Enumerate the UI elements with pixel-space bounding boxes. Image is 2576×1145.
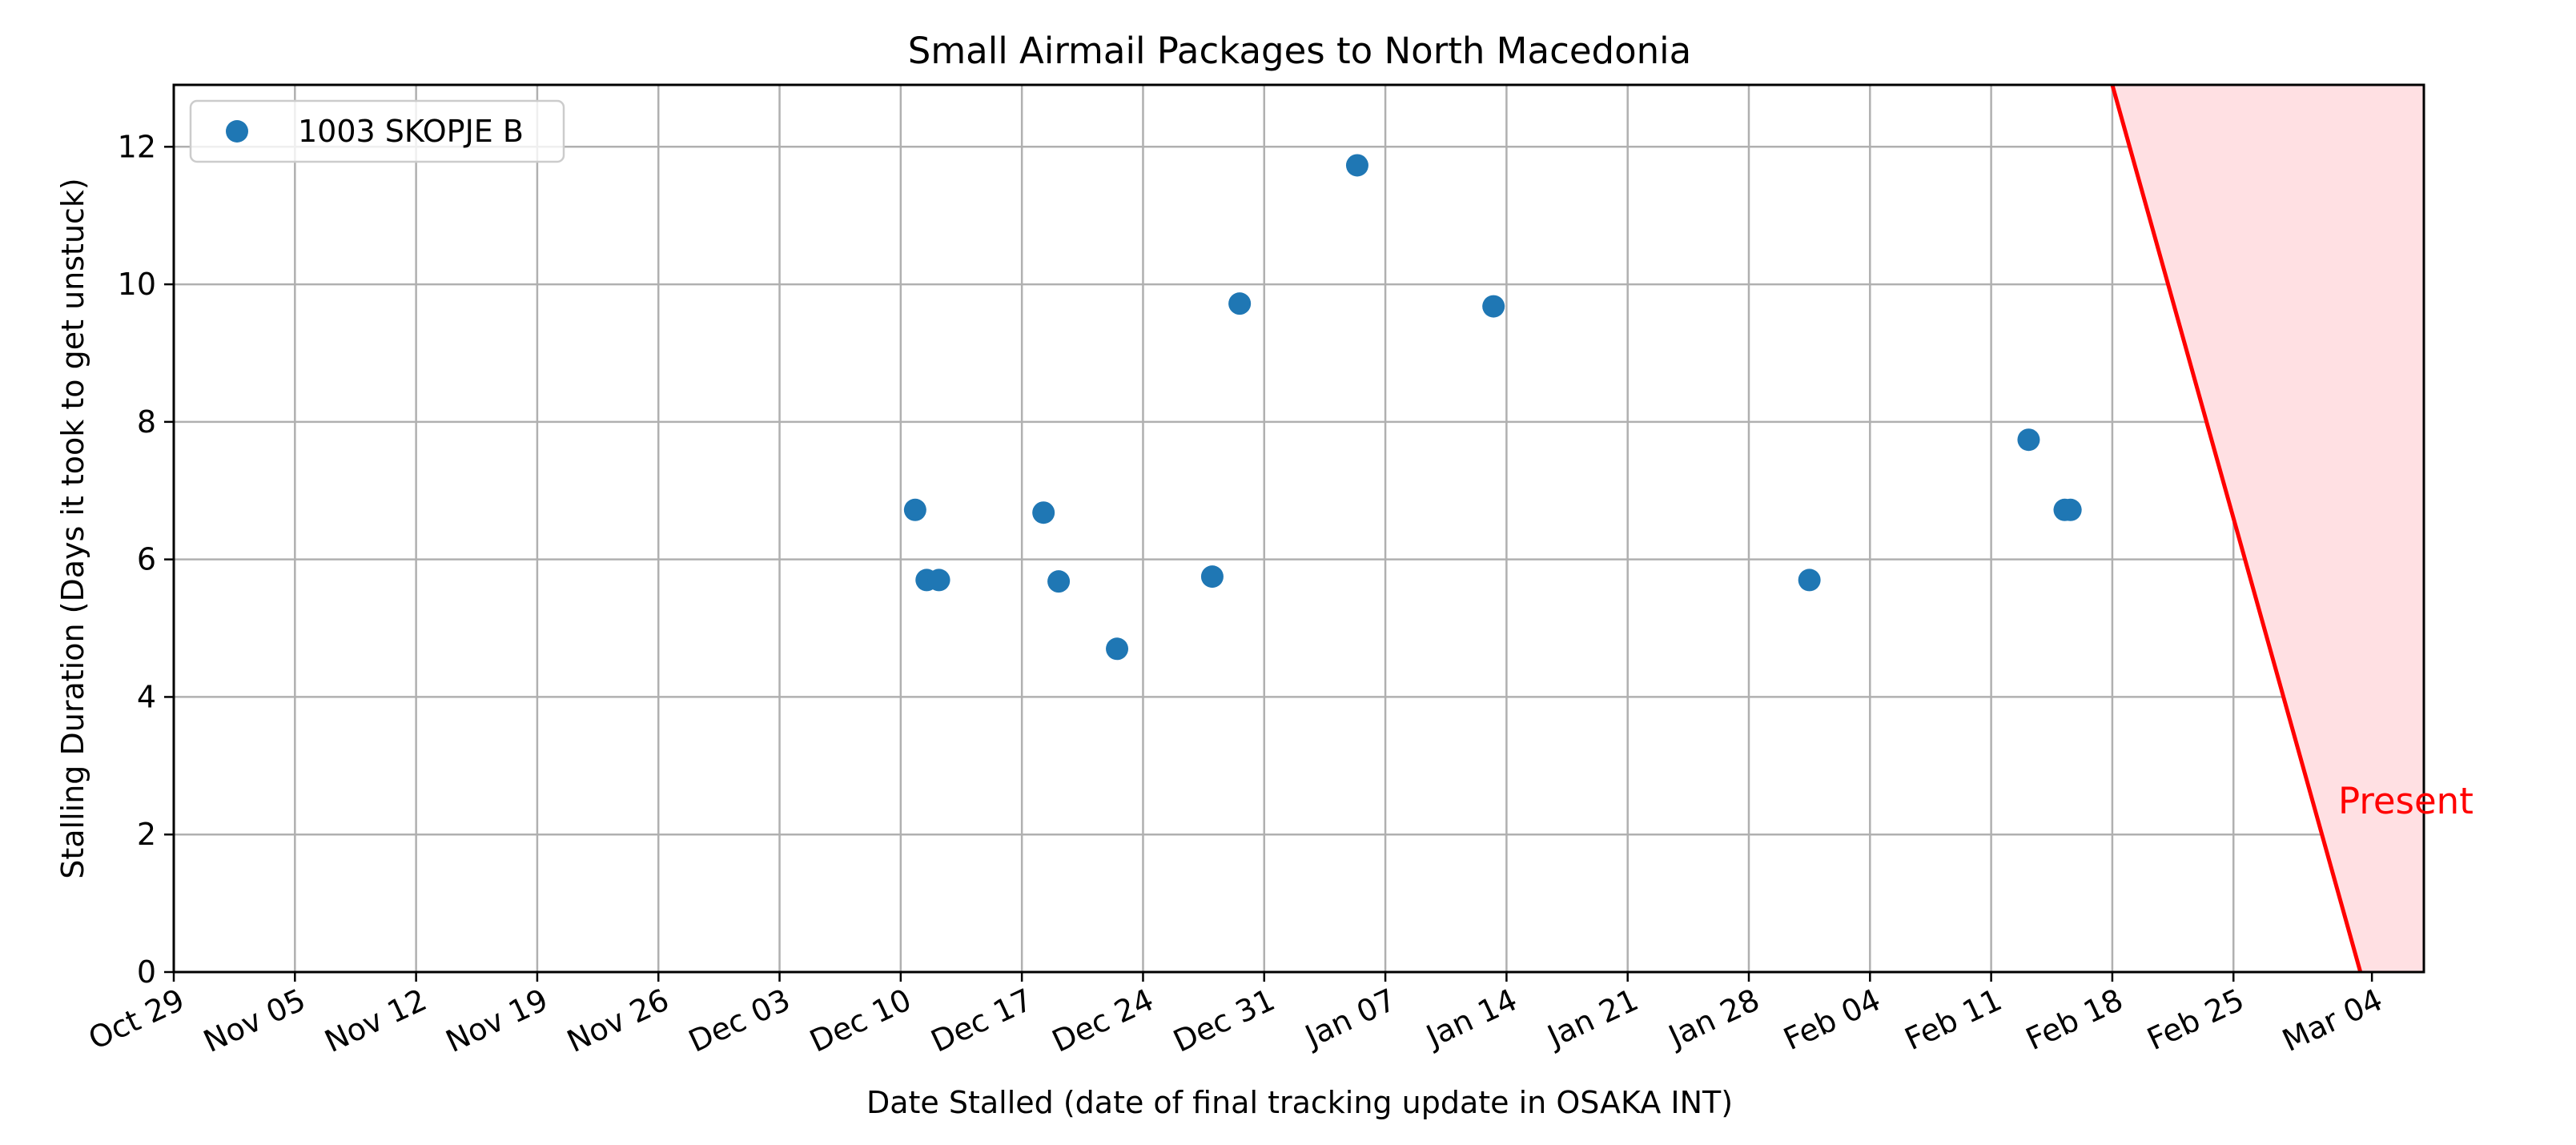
y-tick-label: 6: [137, 542, 156, 577]
data-point: [2017, 428, 2040, 452]
data-point: [2059, 498, 2082, 521]
legend-marker: [226, 120, 248, 143]
y-axis-label: Stalling Duration (Days it took to get u…: [55, 178, 90, 879]
y-tick-label: 8: [137, 404, 156, 440]
data-point: [1032, 501, 1055, 524]
y-tick-label: 2: [137, 817, 156, 852]
y-tick-label: 12: [118, 129, 156, 164]
data-point: [1345, 154, 1368, 177]
data-point: [1200, 565, 1224, 589]
data-point: [1798, 568, 1821, 592]
y-tick-label: 10: [118, 267, 156, 302]
legend-label: 1003 SKOPJE B: [298, 114, 524, 149]
data-points: [903, 154, 2082, 661]
data-point: [1047, 570, 1071, 593]
data-point: [1228, 292, 1252, 315]
y-tick-label: 4: [137, 679, 156, 714]
data-point: [1482, 295, 1505, 318]
y-tick-label: 0: [137, 954, 156, 990]
y-axis-ticks: 0 2 4 6 8 10 12: [118, 129, 174, 990]
legend: 1003 SKOPJE B: [189, 99, 565, 163]
present-line: [2110, 84, 2363, 973]
chart-title: Small Airmail Packages to North Macedoni…: [908, 30, 1691, 72]
legend-box: [189, 99, 565, 163]
data-point: [927, 568, 950, 592]
plot-area-frame: [172, 83, 2425, 974]
data-point: [1106, 637, 1129, 661]
present-shaded-region: [2112, 85, 2424, 972]
present-label: Present: [2338, 780, 2474, 822]
data-point: [903, 498, 926, 521]
x-axis-label: Date Stalled (date of final tracking upd…: [866, 1085, 1733, 1120]
